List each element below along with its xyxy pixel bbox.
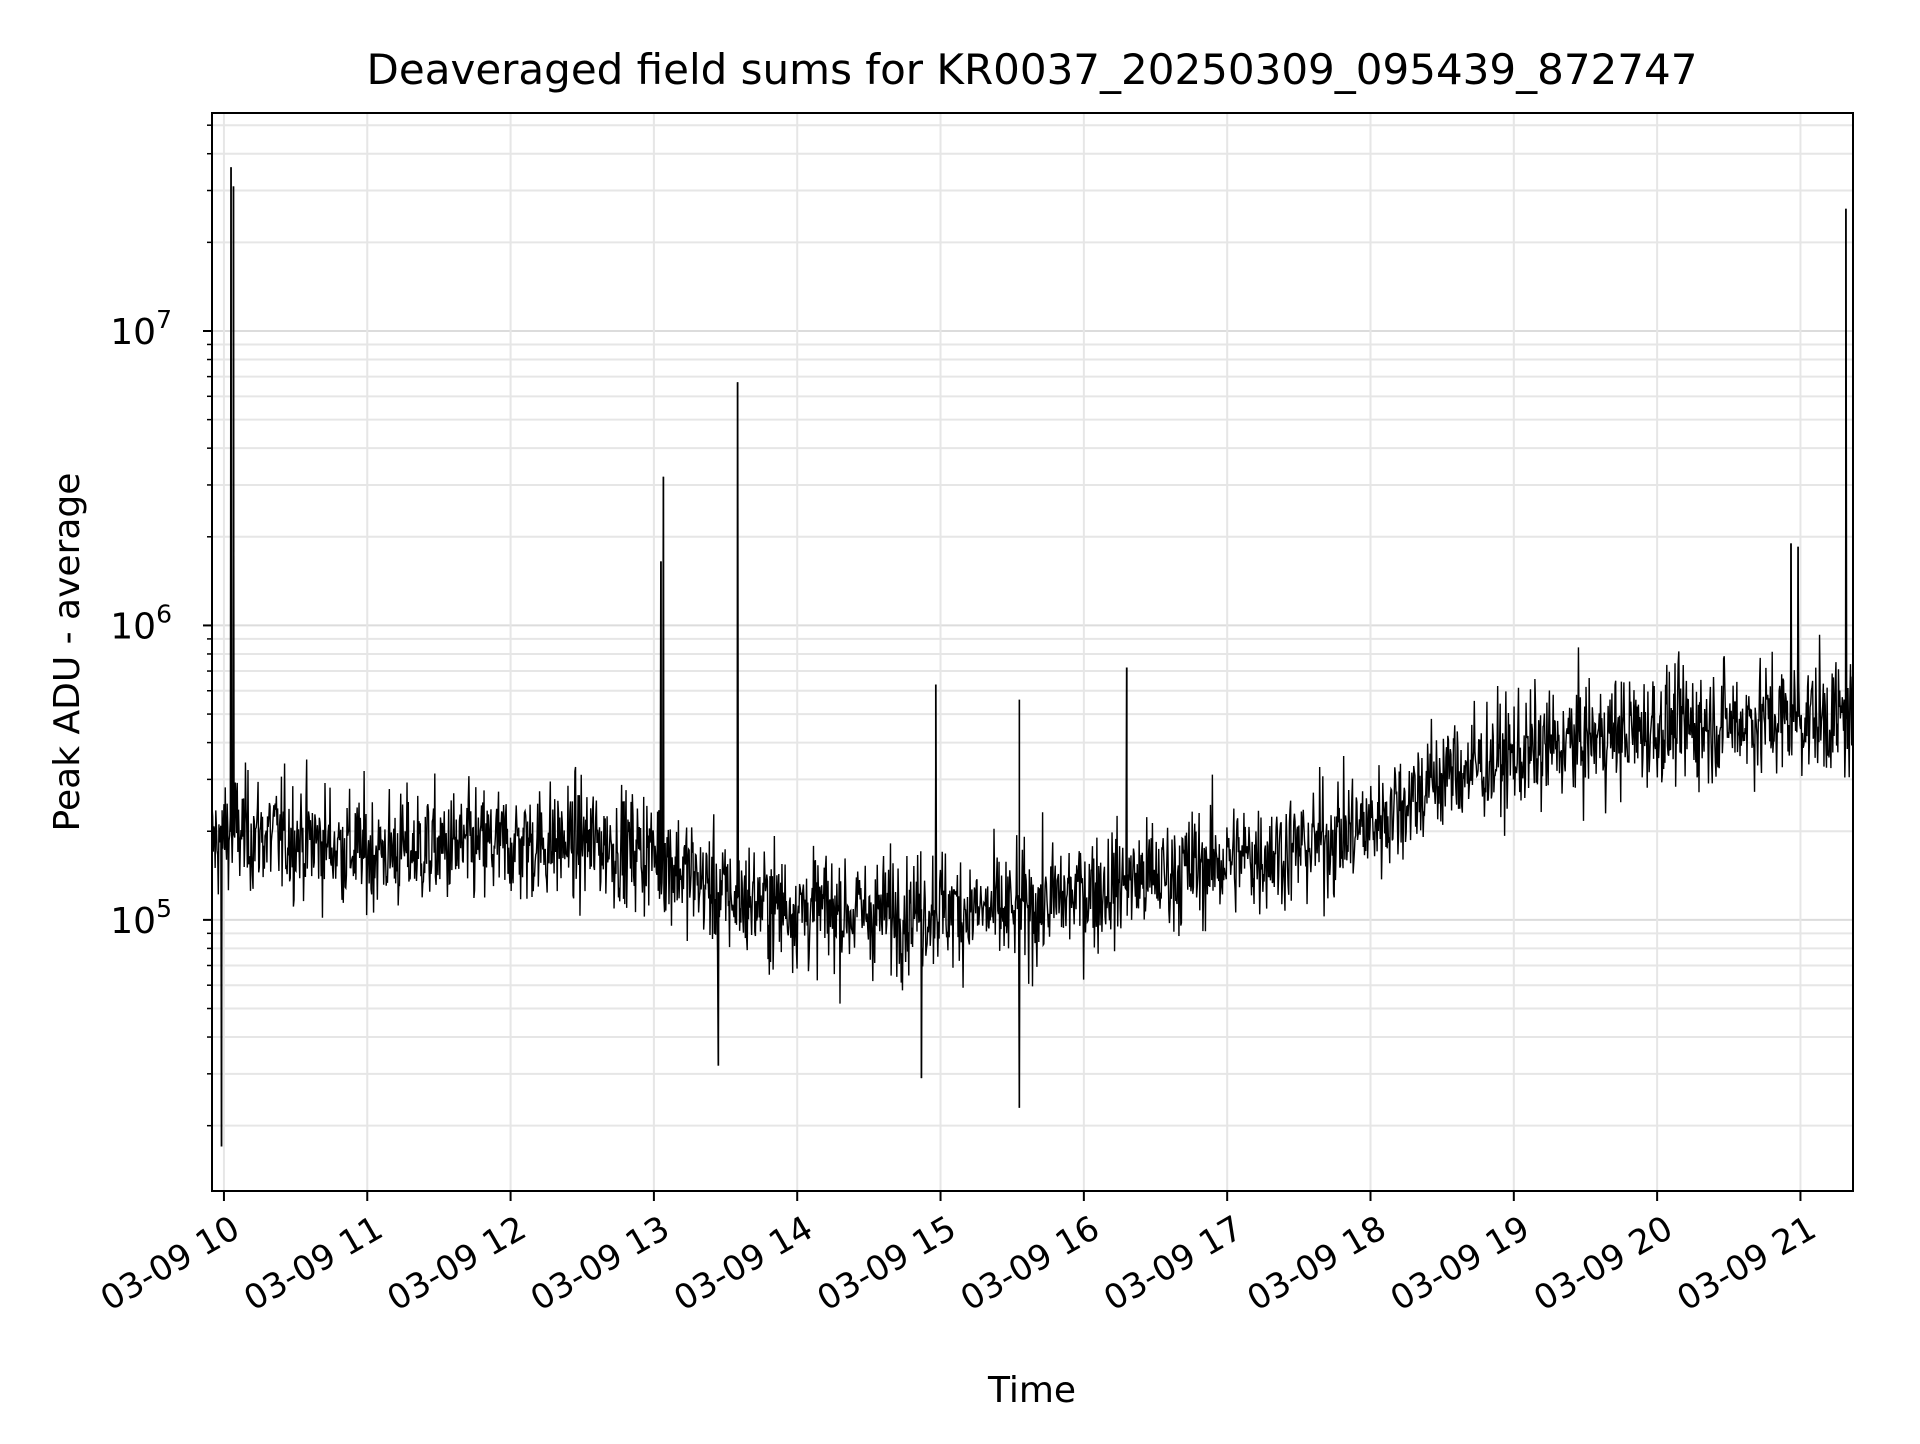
y-axis-label: Peak ADU - average: [47, 473, 88, 832]
series-layer: [211, 167, 1854, 1147]
y-tick-exponent: 7: [156, 305, 172, 334]
y-tick-base: 10: [110, 606, 156, 647]
y-tick-label: 105: [110, 894, 172, 942]
y-tick-base: 10: [110, 312, 156, 353]
y-tick-exponent: 6: [156, 599, 172, 628]
y-tick-exponent: 5: [156, 894, 172, 923]
y-tick-base: 10: [110, 901, 156, 942]
y-tick-label: 106: [110, 599, 172, 647]
series-line: [211, 167, 1854, 1147]
chart-title: Deaveraged field sums for KR0037_2025030…: [367, 45, 1698, 94]
grid-layer: [212, 113, 1853, 1191]
plot-frame: [211, 112, 1854, 1192]
x-axis-label: Time: [987, 1370, 1076, 1411]
y-tick-label: 107: [110, 305, 172, 353]
